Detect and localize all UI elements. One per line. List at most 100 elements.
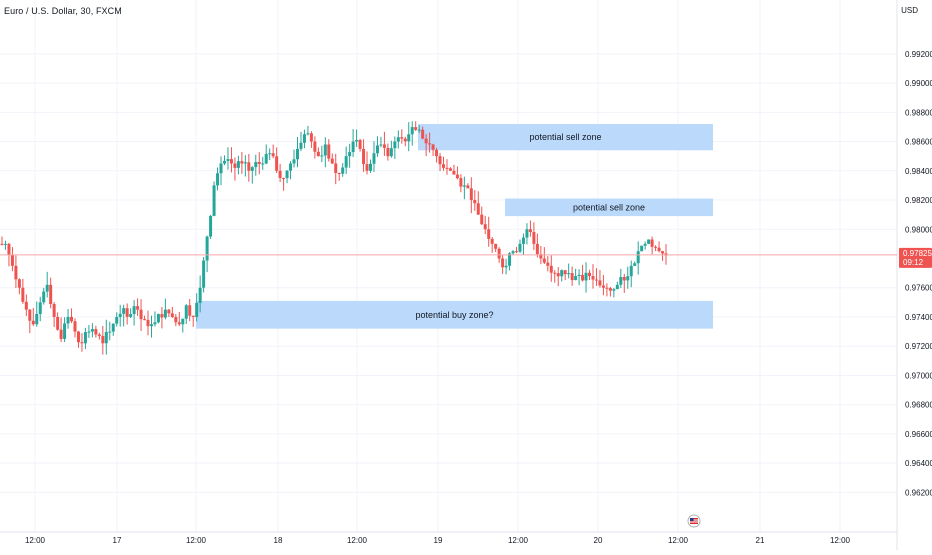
candle-body [365, 164, 369, 171]
candle-body [633, 263, 637, 266]
x-tick-label: 12:00 [186, 536, 207, 545]
candle-body [549, 265, 553, 273]
candle-body [49, 284, 53, 305]
candle-body [636, 251, 640, 264]
candle-body [129, 314, 133, 317]
candle-body [483, 224, 487, 230]
candle-body [375, 145, 379, 154]
candle-body [334, 163, 338, 173]
y-tick-label: 0.97400 [905, 313, 932, 322]
candle-body [584, 272, 588, 281]
candle-body [501, 258, 505, 268]
candle-body [222, 160, 226, 164]
candle-body [240, 161, 244, 164]
candle-body [90, 329, 94, 332]
candle-body [73, 321, 77, 332]
candle-body [35, 313, 39, 325]
candle-body [132, 306, 136, 315]
candle-body [320, 155, 324, 157]
candle-body [174, 316, 178, 323]
candle-body [56, 316, 60, 330]
x-tick-label: 19 [434, 536, 443, 545]
candle-body [146, 319, 150, 327]
candle-body [302, 134, 306, 143]
candle-body [400, 137, 404, 139]
candle-body [504, 265, 508, 268]
candle-body [382, 144, 386, 148]
candle-body [431, 144, 435, 150]
candle-body [76, 331, 80, 343]
candle-body [118, 313, 122, 317]
y-tick-label: 0.98800 [905, 108, 932, 117]
candle-body [455, 174, 459, 179]
candle-body [313, 141, 317, 152]
candle-body [622, 277, 626, 281]
candle-body [546, 262, 550, 266]
candle-body [80, 342, 84, 344]
candle-body [605, 287, 609, 289]
candle-body [21, 287, 25, 302]
candle-body [379, 144, 383, 146]
candle-body [497, 248, 501, 259]
candle-body [70, 316, 74, 322]
candle-body [17, 279, 21, 288]
candle-body [615, 284, 619, 290]
candle-body [101, 336, 105, 344]
candle-body [271, 153, 275, 157]
candle-body [369, 163, 373, 171]
candle-body [66, 316, 70, 324]
candle-body [216, 173, 220, 186]
candle-body [28, 309, 32, 321]
flag-stripe-icon [690, 521, 698, 523]
candle-body [393, 141, 397, 149]
candle-body [508, 253, 512, 266]
candle-body [428, 143, 432, 145]
candle-body [7, 243, 11, 255]
candle-body [233, 163, 237, 168]
y-tick-label: 0.96800 [905, 401, 932, 410]
x-tick-label: 12:00 [508, 536, 529, 545]
candle-body [163, 309, 167, 318]
candle-body [574, 276, 578, 281]
candle-body [257, 162, 261, 165]
candle-body [104, 331, 108, 344]
x-tick-label: 12:00 [668, 536, 689, 545]
candle-body [539, 254, 543, 259]
candle-body [247, 162, 251, 171]
flag-canton-icon [690, 518, 694, 521]
candle-body [452, 170, 456, 175]
y-tick-label: 0.99200 [905, 50, 932, 59]
zone-rectangle[interactable] [418, 124, 713, 151]
candle-body [355, 139, 359, 142]
candle-body [560, 270, 564, 277]
candle-body [525, 229, 529, 238]
candle-body [487, 229, 491, 239]
zone-rectangle[interactable] [196, 300, 713, 329]
candle-body [445, 167, 449, 169]
candle-body [309, 133, 313, 142]
candle-body [202, 260, 206, 288]
x-tick-label: 20 [594, 536, 603, 545]
y-tick-label: 0.96600 [905, 430, 932, 439]
candle-body [83, 332, 87, 344]
candle-body [389, 148, 393, 157]
candle-body [567, 273, 571, 275]
candle-body [518, 243, 522, 252]
candle-body [661, 251, 665, 254]
candle-body [417, 129, 421, 131]
candle-body [435, 149, 439, 157]
candle-body [421, 129, 425, 139]
last-price-value: 0.97825 [903, 249, 932, 258]
candle-body [153, 322, 157, 325]
y-tick-label: 0.96200 [905, 488, 932, 497]
last-price-countdown: 09:12 [903, 258, 924, 267]
candle-body [236, 161, 240, 168]
zone-rectangle[interactable] [505, 198, 713, 217]
candle-body [181, 318, 185, 325]
candle-body [542, 258, 546, 263]
candle-body [108, 331, 112, 333]
candle-body [337, 172, 341, 174]
candle-body [528, 229, 532, 233]
